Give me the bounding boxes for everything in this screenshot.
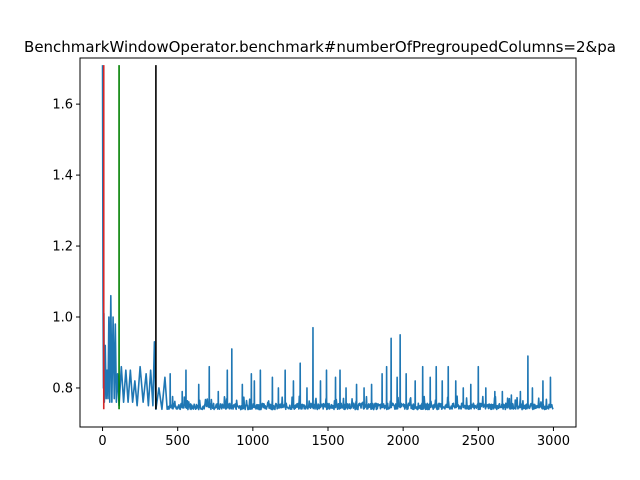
y-tick-label: 1.2 (52, 240, 73, 255)
x-tick-label: 1000 (236, 434, 269, 449)
x-tick-label: 3000 (537, 434, 570, 449)
y-tick-label: 1.6 (52, 98, 73, 113)
x-tick-label: 500 (165, 434, 190, 449)
series-line (101, 65, 554, 411)
plot-area (101, 65, 554, 411)
x-tick-label: 2000 (387, 434, 420, 449)
x-tick-label: 1500 (311, 434, 344, 449)
x-axis-ticks: 0 500 1000 1500 2000 2500 3000 (98, 427, 570, 449)
y-tick-label: 0.8 (52, 381, 73, 396)
x-tick-label: 0 (98, 434, 106, 449)
axes-frame (79, 57, 577, 428)
chart-title: BenchmarkWindowOperator.benchmark#number… (24, 38, 616, 56)
x-tick-label: 2500 (462, 434, 495, 449)
y-axis-ticks: 0.8 1.0 1.2 1.4 1.6 (52, 98, 80, 396)
y-tick-label: 1.0 (52, 311, 73, 326)
y-tick-label: 1.4 (52, 169, 73, 184)
